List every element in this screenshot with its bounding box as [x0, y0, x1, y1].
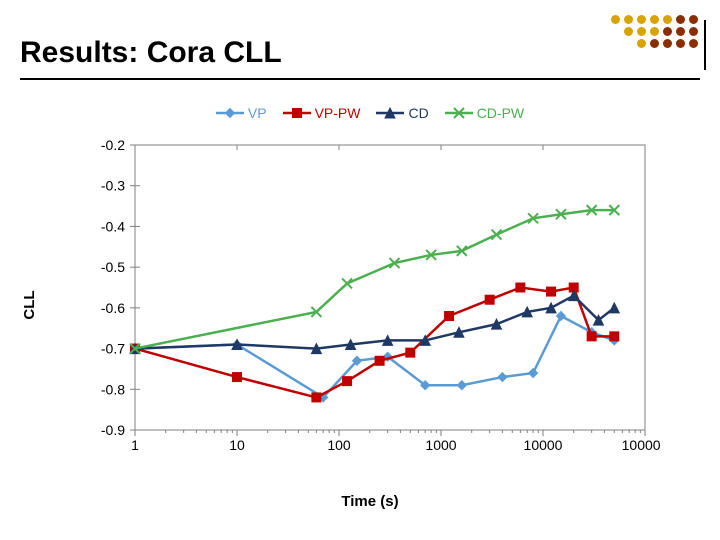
x-axis-title: Time (s)	[70, 493, 670, 510]
y-tick-label: -0.9	[101, 422, 125, 438]
decoration-dots	[607, 14, 698, 50]
y-tick-label: -0.4	[101, 218, 125, 234]
legend-item-vp: VP	[216, 105, 267, 121]
y-tick-label: -0.6	[101, 300, 125, 316]
x-tick-label: 1	[131, 437, 139, 453]
series-marker-vp-pw	[516, 283, 525, 292]
y-tick-label: -0.3	[101, 178, 125, 194]
legend-item-vp-pw: VP-PW	[283, 105, 361, 121]
legend-item-cd-pw: CD-PW	[445, 105, 524, 121]
y-tick-label: -0.2	[101, 137, 125, 153]
slide-title: Results: Cora CLL	[20, 36, 282, 70]
title-underline	[20, 78, 700, 80]
series-marker-vp-pw	[233, 373, 242, 382]
series-marker-vp-pw	[343, 377, 352, 386]
series-marker-vp-pw	[406, 348, 415, 357]
series-marker-vp-pw	[547, 287, 556, 296]
chart-container: VPVP-PWCDCD-PW CLL -0.2-0.3-0.4-0.5-0.6-…	[70, 105, 670, 505]
decoration-vline	[704, 20, 706, 70]
series-marker-vp-pw	[587, 332, 596, 341]
x-tick-label: 100000	[622, 437, 660, 453]
chart-legend: VP VP-PW CD CD-PW	[70, 105, 670, 123]
x-tick-label: 1000	[425, 437, 456, 453]
x-tick-label: 100	[327, 437, 351, 453]
x-tick-label: 10	[229, 437, 245, 453]
legend-item-cd: CD	[376, 105, 428, 121]
y-tick-label: -0.7	[101, 341, 125, 357]
series-marker-vp-pw	[485, 295, 494, 304]
chart-plot-area: -0.2 -0.3 -0.4 -0.5 -0.6 -0.7 -0.8 -0.9 1 10 100 10…	[80, 135, 660, 465]
series-marker-vp-pw	[312, 393, 321, 402]
series-marker-vp-pw	[610, 332, 619, 341]
x-tick-label: 10000	[524, 437, 563, 453]
series-marker-vp-pw	[375, 356, 384, 365]
y-tick-label: -0.8	[101, 381, 125, 397]
series-marker-vp-pw	[445, 312, 454, 321]
y-axis-title: CLL	[21, 290, 38, 319]
y-tick-label: -0.5	[101, 259, 125, 275]
